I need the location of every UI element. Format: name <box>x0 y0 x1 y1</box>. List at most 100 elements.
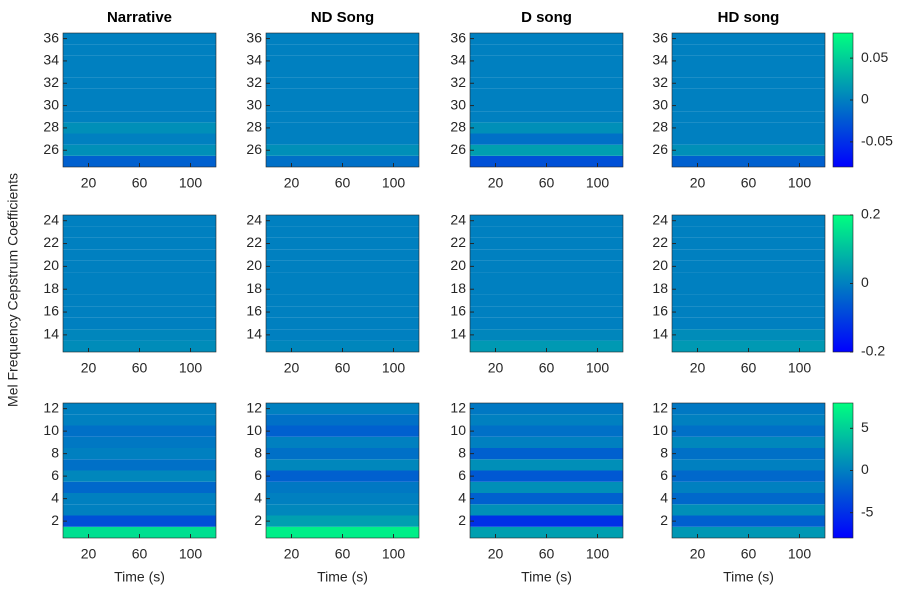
heatmap-cell <box>672 122 825 134</box>
y-tick-label: 14 <box>652 326 668 342</box>
heatmap-cell <box>63 122 216 134</box>
x-tick-label: 20 <box>488 546 504 562</box>
y-tick-label: 6 <box>254 467 262 483</box>
x-tick-label: 100 <box>788 546 812 562</box>
x-tick-label: 20 <box>81 360 97 376</box>
y-tick-label: 22 <box>450 234 466 250</box>
heatmap-cell <box>470 77 623 89</box>
y-tick-label: 14 <box>43 326 59 342</box>
y-tick-label: 24 <box>450 211 466 227</box>
y-tick-label: 2 <box>660 512 668 528</box>
heatmap-cell <box>266 448 419 460</box>
heatmap-cell <box>470 504 623 516</box>
y-tick-label: 20 <box>652 257 668 273</box>
heatmap-cell <box>63 504 216 516</box>
heatmap-cell <box>63 215 216 227</box>
heatmap-cell <box>672 111 825 123</box>
x-axis-label: Time (s) <box>317 569 368 585</box>
heatmap-cell <box>470 306 623 318</box>
heatmap-cell <box>672 403 825 415</box>
heatmap-cell <box>470 215 623 227</box>
heatmap-cell <box>672 504 825 516</box>
y-tick-label: 36 <box>43 29 59 45</box>
heatmap-cell <box>672 448 825 460</box>
heatmap-cell <box>672 459 825 471</box>
heatmap-cell <box>63 155 216 167</box>
y-tick-label: 2 <box>458 512 466 528</box>
heatmap-cell <box>470 66 623 78</box>
y-tick-label: 20 <box>43 257 59 273</box>
x-tick-label: 60 <box>335 175 351 191</box>
heatmap-cell <box>470 122 623 134</box>
colorbar-tick-label: -5 <box>861 503 874 519</box>
heatmap-cell <box>266 122 419 134</box>
heatmap-cell <box>470 88 623 100</box>
heatmap-cell <box>266 215 419 227</box>
x-axis-label: Time (s) <box>521 569 572 585</box>
heatmap-cell <box>266 306 419 318</box>
y-tick-label: 30 <box>450 96 466 112</box>
heatmap-cell <box>63 111 216 123</box>
y-tick-label: 32 <box>652 74 668 90</box>
y-tick-label: 30 <box>652 96 668 112</box>
y-tick-label: 18 <box>450 280 466 296</box>
heatmap-cell <box>470 283 623 295</box>
y-tick-label: 24 <box>43 211 59 227</box>
y-tick-label: 28 <box>652 119 668 135</box>
x-tick-label: 100 <box>382 360 406 376</box>
y-tick-label: 20 <box>246 257 262 273</box>
y-tick-label: 32 <box>450 74 466 90</box>
y-tick-label: 8 <box>660 444 668 460</box>
y-tick-label: 14 <box>246 326 262 342</box>
colorbar-tick-label: 0.05 <box>861 49 888 65</box>
heatmap-cell <box>266 493 419 505</box>
y-tick-label: 34 <box>246 52 262 68</box>
heatmap-cell <box>672 425 825 437</box>
heatmap-cell <box>266 111 419 123</box>
heatmap-cell <box>470 459 623 471</box>
heatmap-cell <box>266 155 419 167</box>
y-tick-label: 28 <box>450 119 466 135</box>
heatmap-cell <box>672 515 825 527</box>
x-tick-label: 100 <box>586 175 610 191</box>
heatmap-cell <box>63 340 216 352</box>
colorbar-tick-label: 0 <box>861 91 869 107</box>
heatmap-cell <box>672 249 825 261</box>
heatmap-cell <box>63 283 216 295</box>
heatmap-cell <box>470 493 623 505</box>
heatmap-cell <box>266 144 419 156</box>
heatmap-cell <box>266 414 419 426</box>
heatmap-cell <box>63 55 216 67</box>
heatmap-cell <box>672 260 825 273</box>
y-axis-label: Mel Frequency Cepstrum Coefficients <box>5 173 21 407</box>
x-tick-label: 100 <box>788 360 812 376</box>
y-tick-label: 28 <box>246 119 262 135</box>
y-tick-label: 8 <box>458 444 466 460</box>
x-tick-label: 60 <box>132 546 148 562</box>
x-tick-label: 20 <box>690 360 706 376</box>
y-tick-label: 36 <box>652 29 668 45</box>
heatmap-cell <box>470 155 623 167</box>
y-tick-label: 18 <box>246 280 262 296</box>
heatmap-cell <box>63 272 216 284</box>
heatmap-cell <box>470 515 623 527</box>
heatmap-cell <box>63 317 216 330</box>
heatmap-cell <box>470 249 623 261</box>
heatmap-cell <box>266 425 419 437</box>
y-tick-label: 36 <box>246 29 262 45</box>
heatmap-cell <box>266 88 419 100</box>
x-tick-label: 100 <box>179 360 203 376</box>
y-tick-label: 4 <box>660 489 668 505</box>
y-tick-label: 16 <box>450 303 466 319</box>
heatmap-cell <box>672 88 825 100</box>
heatmap-cell <box>672 272 825 284</box>
heatmap-cell <box>266 481 419 493</box>
x-tick-label: 60 <box>335 546 351 562</box>
y-tick-label: 28 <box>43 119 59 135</box>
heatmap-cell <box>470 260 623 273</box>
heatmap-cell <box>672 306 825 318</box>
heatmap-cell <box>672 493 825 505</box>
heatmap-cell <box>63 459 216 471</box>
heatmap-cell <box>470 425 623 437</box>
y-tick-label: 34 <box>450 52 466 68</box>
